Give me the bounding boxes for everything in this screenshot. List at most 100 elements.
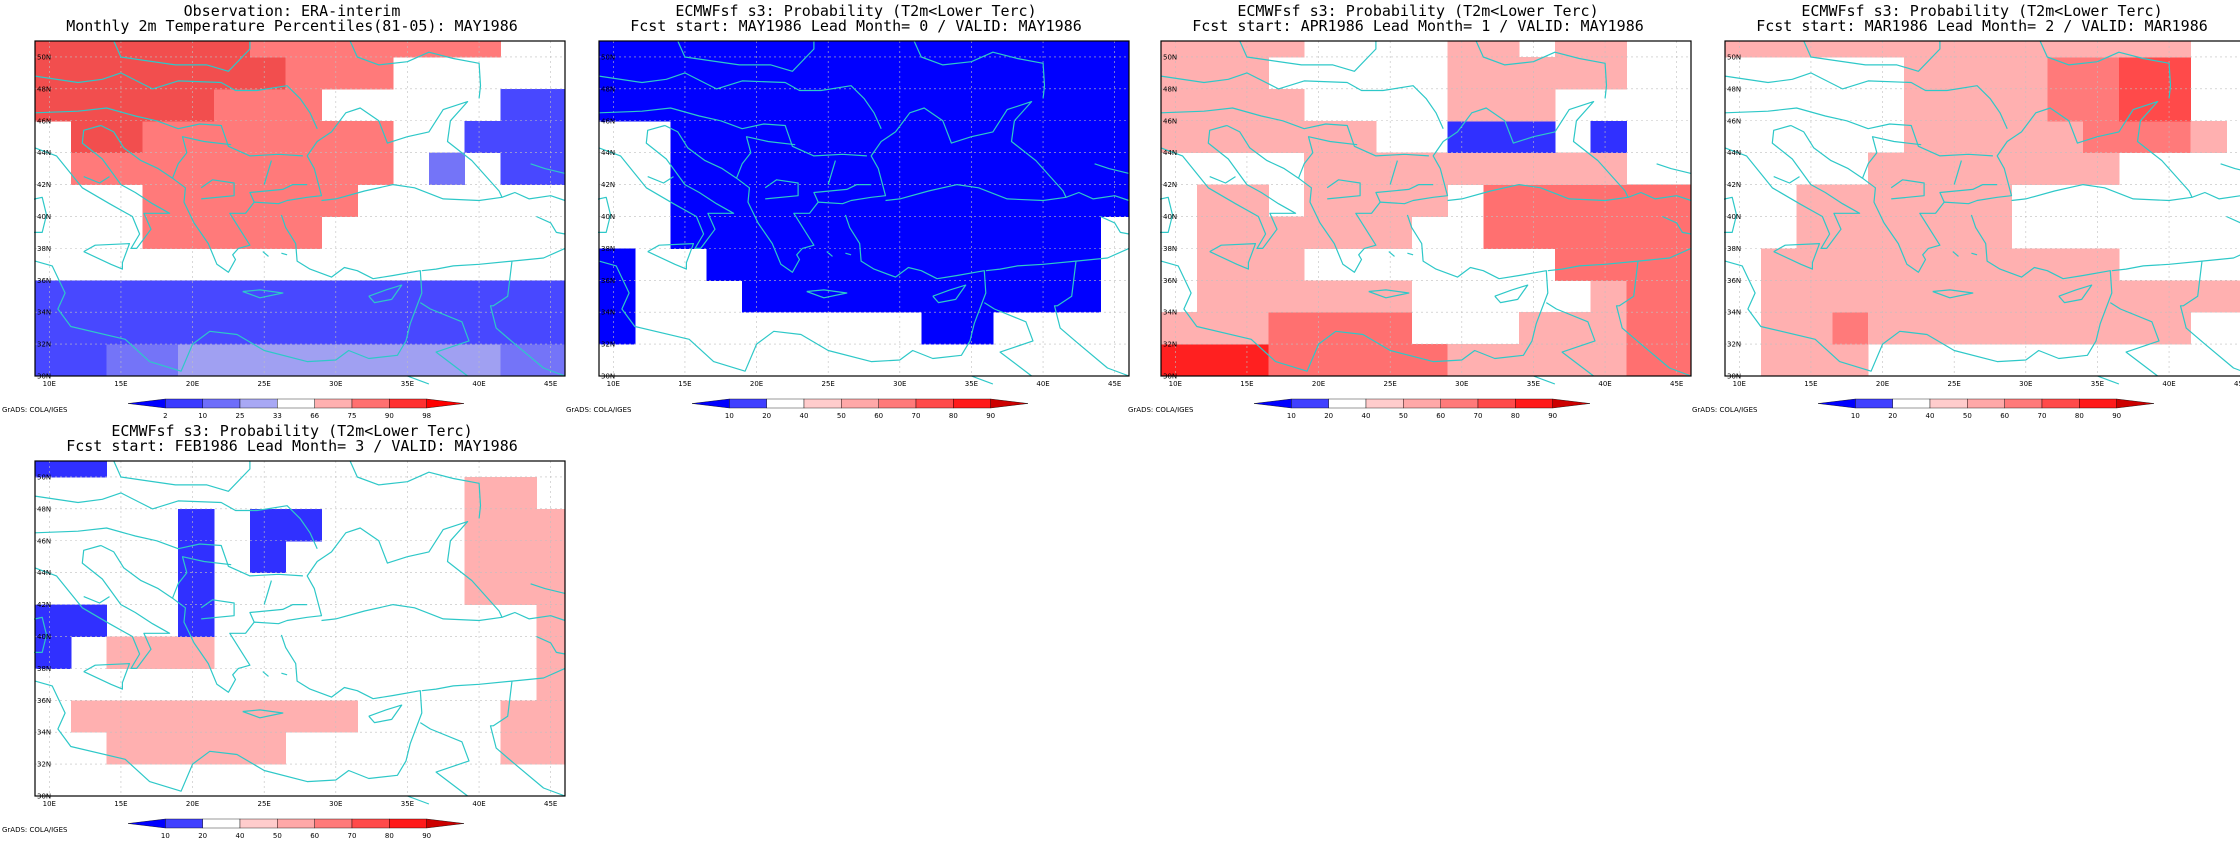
grid-cell [2011,88,2048,122]
grid-cell [849,184,886,217]
grid-cell [1760,344,1798,377]
grid-cell [2083,152,2120,186]
grid-cell [599,248,636,281]
lat-tick-label: 30N [1163,373,1177,381]
grid-cell [1304,312,1341,345]
grid-cell [742,248,779,281]
lat-tick-label: 40N [37,213,51,221]
grid-cell [142,152,179,186]
grid-cell [1519,88,1556,122]
lon-tick-label: 35E [401,800,414,808]
lon-tick-label: 30E [893,380,906,388]
lon-tick-label: 45E [544,800,557,808]
grid-cell [321,280,358,313]
grid-cell [2118,88,2156,122]
colorbar-label: 90 [385,412,394,420]
map-frame [598,40,1130,377]
lat-tick-label: 36N [601,277,615,285]
grid-cell [1519,152,1556,186]
grid-cell [321,184,358,217]
panel-title-line1: ECMWFsf s3: Probability (T2m<Lower Terc) [1801,2,2163,20]
grid-cell [1028,88,1066,122]
lon-tick-label: 15E [1240,380,1253,388]
colorbar-swatch [1552,398,1591,409]
grid-cell [321,312,358,345]
grid-cell [599,88,636,122]
grid-cell [1760,248,1798,281]
grid-cell [1100,152,1130,186]
lat-tick-label: 40N [37,633,51,641]
colorbar-label: 20 [198,832,207,840]
lon-tick-label: 35E [401,380,414,388]
grid-cell [2011,41,2048,58]
colorbar-swatch [426,818,465,829]
grid-cell [1868,152,1905,186]
colorbar-swatch [1515,398,1553,409]
grid-cell [2154,312,2192,345]
colorbar-swatch [841,398,879,409]
lat-tick-label: 44N [37,569,51,577]
lon-tick-label: 20E [1876,380,1889,388]
probability-cells [1161,41,1692,377]
colorbar-label: 40 [236,832,245,840]
lon-tick-label: 45E [1108,380,1121,388]
colorbar-swatch [1967,398,2005,409]
grid-cell [500,120,537,154]
grid-cell [142,312,179,345]
grid-cell [1554,216,1592,249]
grid-cell [2011,280,2048,313]
grid-cell [214,152,251,186]
grid-cell [1196,88,1234,122]
panel-title-line2: Monthly 2m Temperature Percentiles(81-05… [66,17,518,35]
grid-cell [1626,184,1663,217]
grid-cell [249,120,287,154]
grid-cell [1028,120,1066,154]
grid-cell [2118,312,2156,345]
lat-tick-label: 46N [37,537,51,545]
colorbar-swatch [915,398,954,409]
grid-cell [1483,184,1520,217]
grid-cell [2083,248,2120,281]
grid-cell [634,56,672,90]
grid-cell [1196,280,1234,313]
colorbar-label: 50 [273,832,282,840]
grid-cell [35,604,72,637]
lon-tick-label: 40E [1598,380,1611,388]
lat-tick-label: 42N [1727,181,1741,189]
panel-title-line2: Fcst start: FEB1986 Lead Month= 3 / VALI… [66,437,518,455]
grid-cell [178,56,215,90]
grid-cell [321,120,358,154]
grid-cell [285,56,322,90]
grid-cell [957,120,994,154]
colorbar-label: 20 [762,412,771,420]
grid-cell [992,280,1030,313]
grid-cell [778,88,815,122]
map-panel-4: ECMWFsf s3: Probability (T2m<Lower Terc)… [1692,0,2240,420]
grid-cell [500,572,537,606]
grid-cell [957,56,994,90]
grid-cell [778,280,815,313]
colorbar-swatch [1365,398,1404,409]
lon-tick-label: 15E [678,380,691,388]
grid-cell [921,184,958,217]
grid-cell [778,184,815,217]
grid-cell [2047,41,2084,58]
lon-tick-label: 15E [1804,380,1817,388]
colorbar-label: 70 [912,412,921,420]
grid-cell [536,572,566,606]
lat-tick-label: 46N [601,117,615,125]
lat-tick-label: 42N [1163,181,1177,189]
coastlines [1160,40,1692,385]
grid-cell [1832,41,1869,58]
colorbar-swatch [1291,398,1329,409]
grid-cell [813,152,851,186]
grads-credit: GrADS: COLA/IGES [2,826,68,834]
grid-cell [706,152,743,186]
grid-cell [1447,152,1484,186]
grid-cell [957,216,994,249]
lon-tick-label: 25E [822,380,835,388]
grid-cell [1196,184,1234,217]
grid-cell [1268,248,1305,281]
grid-cell [813,41,851,58]
colorbar-swatch [990,398,1029,409]
